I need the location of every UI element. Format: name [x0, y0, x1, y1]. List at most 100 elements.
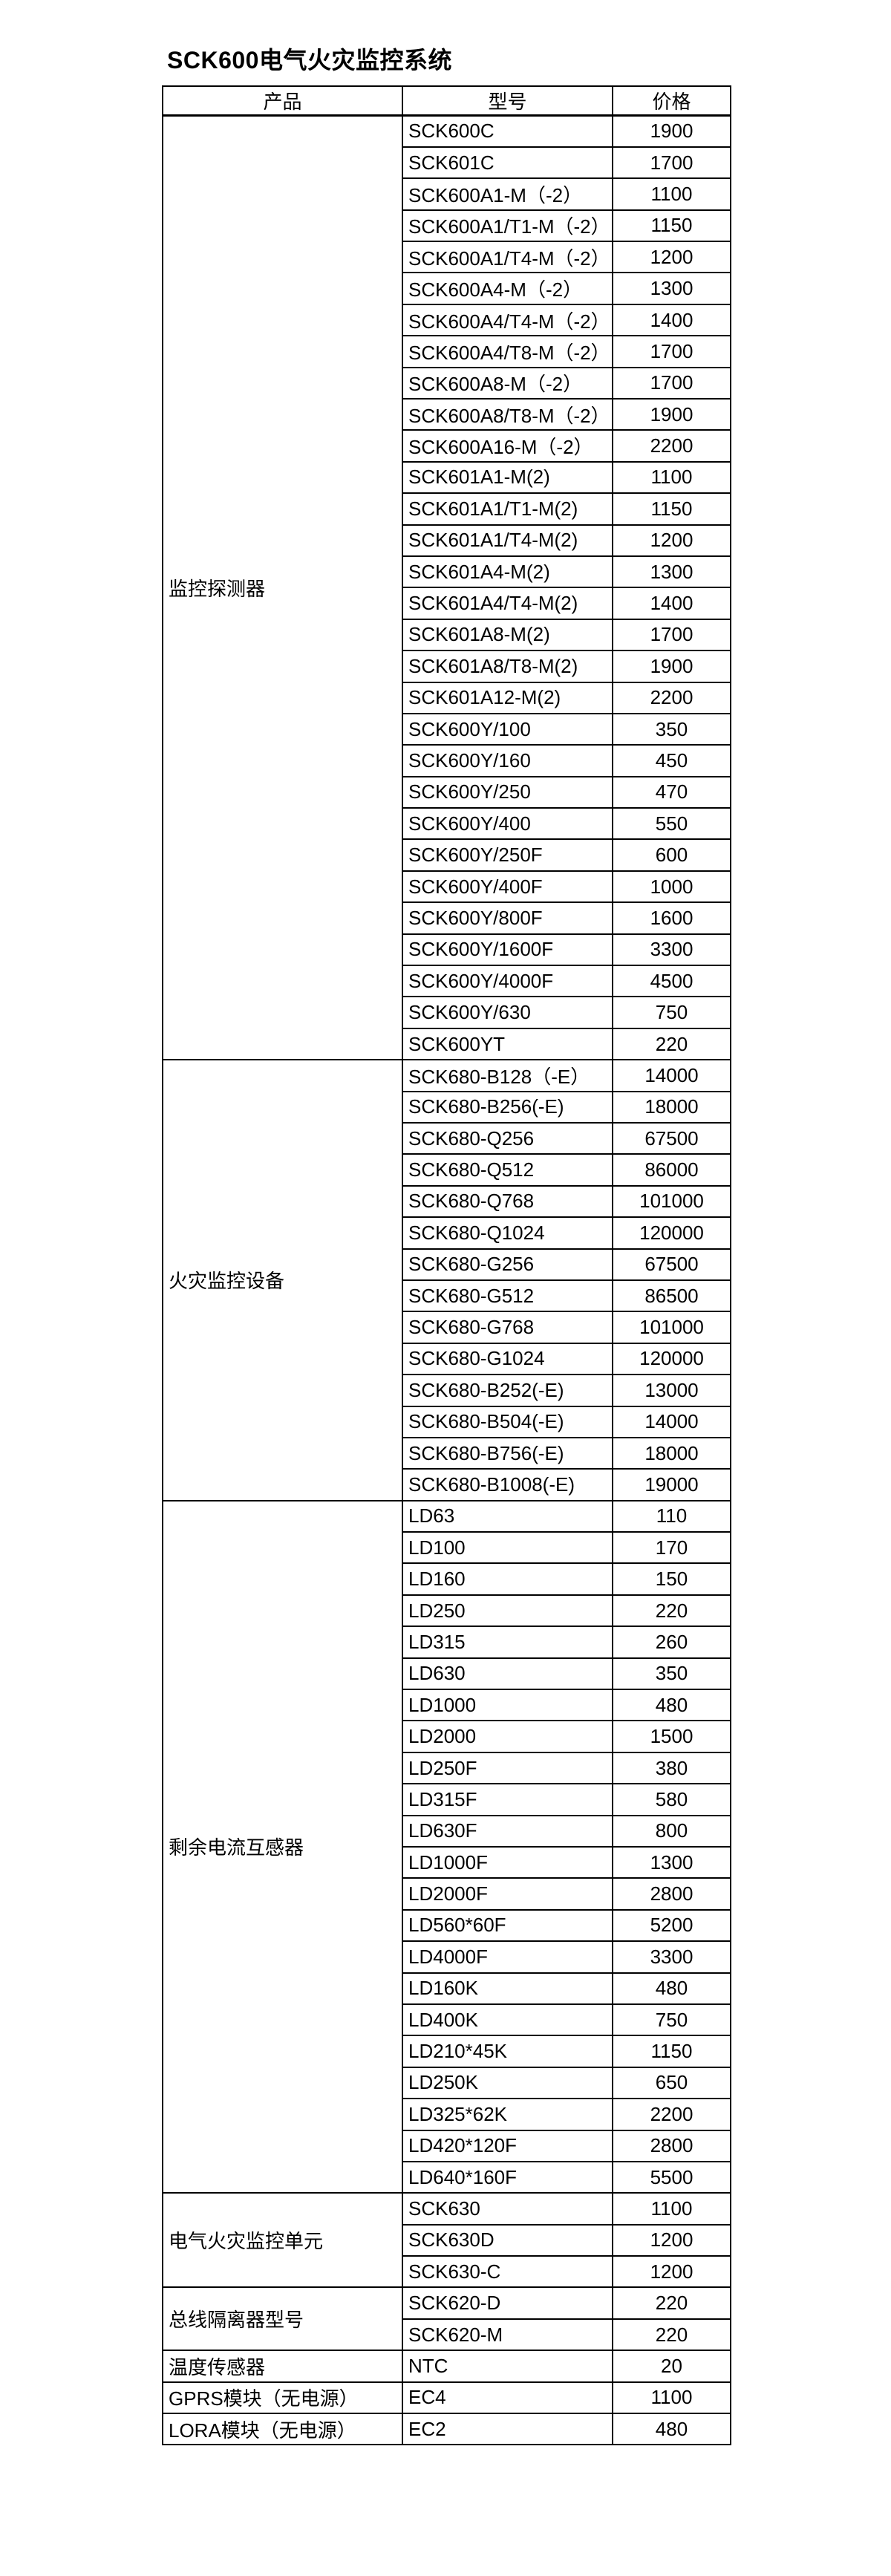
price-cell: 580 — [612, 1783, 731, 1816]
model-cell: SCK600A1/T1-M（-2） — [402, 209, 613, 243]
table-row: SCK600A4/T4-M（-2） 1400 — [163, 303, 731, 337]
model-cell: SCK680-B1008(-E) — [402, 1468, 613, 1501]
model-cell: SCK600A8/T8-M（-2） — [402, 398, 613, 431]
price-cell: 220 — [612, 1594, 731, 1628]
table-row: SCK680-G512 86500 — [163, 1279, 731, 1313]
table-row: SCK600Y/250 470 — [163, 775, 731, 809]
price-cell: 480 — [612, 1689, 731, 1722]
price-cell: 1200 — [612, 2223, 731, 2257]
model-cell: SCK600YT — [402, 1027, 613, 1061]
product-category-cell: 电气火灾监控单元 — [162, 2192, 403, 2289]
price-cell: 1900 — [612, 398, 731, 431]
price-cell: 1900 — [612, 114, 731, 148]
table-row: SCK600YT 220 — [163, 1027, 731, 1061]
price-cell: 750 — [612, 2003, 731, 2037]
model-cell: SCK620-M — [402, 2318, 613, 2352]
price-cell: 600 — [612, 838, 731, 872]
table-row: LD210*45K 1150 — [163, 2035, 731, 2068]
model-cell: SCK600A4/T4-M（-2） — [402, 303, 613, 337]
price-cell: 1400 — [612, 587, 731, 620]
price-cell: 14000 — [612, 1059, 731, 1092]
table-row: LD160 150 — [163, 1562, 731, 1596]
table-row: SCK601A4/T4-M(2) 1400 — [163, 587, 731, 620]
table-row: SCK600Y/630 750 — [163, 996, 731, 1029]
table-row: SCK601A8-M(2) 1700 — [163, 618, 731, 652]
price-cell: 450 — [612, 744, 731, 777]
model-cell: LD63 — [402, 1499, 613, 1533]
model-cell: SCK600Y/100 — [402, 712, 613, 746]
model-cell: SCK600Y/1600F — [402, 933, 613, 967]
product-category-cell: 温度传感器 — [162, 2350, 403, 2383]
model-cell: LD2000F — [402, 1877, 613, 1911]
table-row: SCK600A1/T4-M（-2） 1200 — [163, 241, 731, 274]
header-row: 产品 型号 价格 — [162, 85, 731, 117]
table-row: LD160K 480 — [163, 1972, 731, 2005]
table-row: 温度传感器 NTC 20 — [162, 2350, 731, 2383]
model-cell: SCK620-D — [402, 2286, 613, 2320]
model-cell: LD325*62K — [402, 2098, 613, 2131]
table-row: SCK601C 1700 — [163, 146, 731, 180]
price-cell: 1100 — [612, 2192, 731, 2226]
model-cell: LD1000 — [402, 1689, 613, 1722]
table-row: SCK600Y/400F 1000 — [163, 870, 731, 904]
table-row: SCK601A8/T8-M(2) 1900 — [163, 650, 731, 683]
price-cell: 260 — [612, 1626, 731, 1659]
table-row: 剩余电流互感器 LD63 110 — [162, 1499, 731, 2194]
price-cell: 1300 — [612, 555, 731, 589]
table-row: LD630F 800 — [163, 1814, 731, 1848]
table-row: LD250K 650 — [163, 2066, 731, 2100]
model-cell: SCK680-B756(-E) — [402, 1436, 613, 1470]
price-cell: 1100 — [612, 460, 731, 495]
table-row: SCK601A4-M(2) 1300 — [163, 555, 731, 589]
table-row: SCK680-G768 101000 — [163, 1311, 731, 1344]
model-cell: SCK601A8/T8-M(2) — [402, 650, 613, 683]
price-cell: 5200 — [612, 1908, 731, 1943]
model-cell: SCK600A16-M（-2） — [402, 429, 613, 463]
price-cell: 110 — [612, 1499, 731, 1533]
price-cell: 1500 — [612, 1720, 731, 1753]
price-cell: 2200 — [612, 2098, 731, 2131]
price-cell: 67500 — [612, 1121, 731, 1155]
model-cell: SCK600Y/630 — [402, 996, 613, 1029]
price-cell: 1600 — [612, 901, 731, 935]
model-cell: LD560*60F — [402, 1908, 613, 1943]
table-row: LD250 220 — [163, 1594, 731, 1628]
table-row: LD640*160F 5500 — [163, 2160, 731, 2194]
model-cell: SCK601A4/T4-M(2) — [402, 587, 613, 620]
product-category-cell: LORA模块（无电源） — [162, 2413, 403, 2446]
price-cell: 120000 — [612, 1216, 731, 1250]
table-row: SCK600Y/4000F 4500 — [163, 965, 731, 998]
price-cell: 350 — [612, 712, 731, 746]
product-category-cell: 监控探测器 — [162, 114, 403, 1061]
model-cell: SCK600Y/400F — [402, 870, 613, 904]
table-row: SCK680-B1008(-E) 19000 — [163, 1468, 731, 1501]
model-cell: SCK601A12-M(2) — [402, 681, 613, 714]
price-cell: 101000 — [612, 1184, 731, 1219]
table-row: SCK601A1/T1-M(2) 1150 — [163, 492, 731, 526]
model-cell: SCK600C — [402, 114, 613, 148]
price-cell: 550 — [612, 807, 731, 841]
table-row: LD400K 750 — [163, 2003, 731, 2037]
product-category-cell: 火灾监控设备 — [162, 1059, 403, 1501]
model-cell: LD210*45K — [402, 2035, 613, 2068]
price-cell: 18000 — [612, 1436, 731, 1470]
model-cell: LD315 — [402, 1626, 613, 1659]
model-cell: SCK601A8-M(2) — [402, 618, 613, 652]
table-row: GPRS模块（无电源） EC4 1100 — [162, 2381, 731, 2415]
model-cell: SCK630D — [402, 2223, 613, 2257]
price-cell: 67500 — [612, 1248, 731, 1281]
model-cell: LD100 — [402, 1531, 613, 1565]
model-cell: SCK601A4-M(2) — [402, 555, 613, 589]
column-header-product: 产品 — [162, 85, 403, 117]
price-cell: 2200 — [612, 681, 731, 714]
price-cell: 350 — [612, 1657, 731, 1691]
table-row: 电气火灾监控单元 SCK630 1100 — [162, 2192, 731, 2289]
price-cell: 1900 — [612, 650, 731, 683]
model-cell: SCK680-B504(-E) — [402, 1405, 613, 1438]
price-cell: 1700 — [612, 366, 731, 400]
model-cell: LD400K — [402, 2003, 613, 2037]
price-cell: 19000 — [612, 1468, 731, 1501]
price-cell: 1100 — [612, 177, 731, 211]
model-cell: SCK680-G256 — [402, 1248, 613, 1281]
table-row: SCK680-B756(-E) 18000 — [163, 1436, 731, 1470]
